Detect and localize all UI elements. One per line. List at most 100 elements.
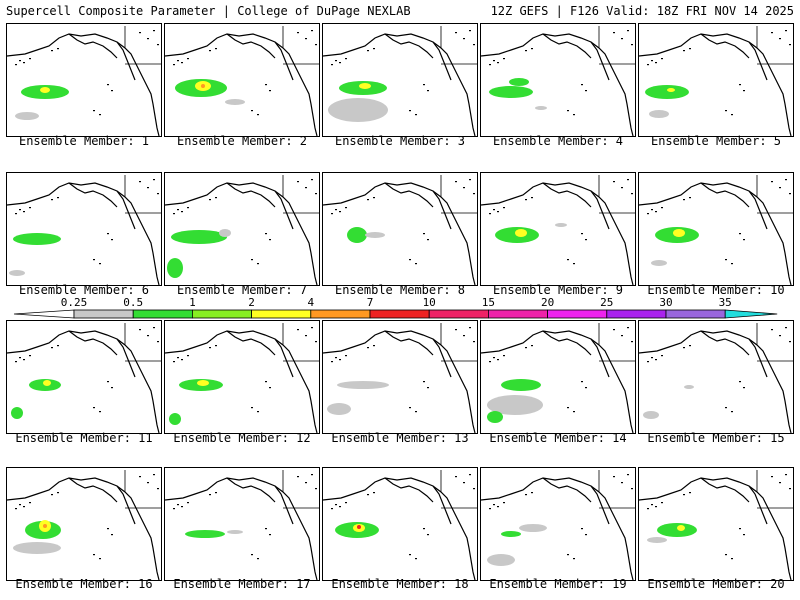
island — [111, 239, 113, 241]
scale-segment — [310, 309, 371, 319]
island — [409, 407, 411, 409]
island — [631, 341, 633, 343]
island — [725, 554, 727, 556]
header-valid-time: 12Z GEFS | F126 Valid: 18Z FRI NOV 14 20… — [490, 4, 794, 18]
island — [23, 359, 25, 361]
scp-area-green — [645, 85, 689, 99]
political-border — [440, 175, 477, 214]
scp-area-green — [185, 530, 225, 538]
coastline — [700, 33, 750, 59]
scale-tick-label: 0.25 — [60, 296, 88, 309]
island — [139, 329, 141, 331]
coastline — [68, 330, 118, 356]
color-scale-legend — [13, 309, 778, 319]
island — [187, 502, 189, 504]
scale-tick-label: 10 — [422, 296, 436, 309]
scale-segment — [73, 309, 134, 319]
island — [463, 482, 465, 484]
island — [311, 474, 313, 476]
island — [209, 199, 211, 201]
island — [173, 361, 175, 363]
scp-area-yellow — [43, 380, 51, 386]
coastline — [432, 485, 452, 525]
island — [627, 474, 629, 476]
political-border — [124, 470, 161, 509]
island — [15, 213, 17, 215]
island — [731, 411, 733, 413]
island — [427, 239, 429, 241]
scale-left-arrow — [13, 309, 75, 319]
ensemble-member-caption: Ensemble Member: 10 — [647, 283, 785, 297]
island — [335, 357, 337, 359]
island — [423, 381, 425, 383]
scp-area-yellow — [673, 229, 685, 237]
island — [489, 361, 491, 363]
scp-area-green — [501, 531, 521, 537]
coastline — [7, 33, 160, 136]
scp-area-gray — [227, 530, 243, 534]
ensemble-map-panel — [638, 467, 794, 581]
island — [503, 207, 505, 209]
island — [297, 181, 299, 183]
island — [209, 50, 211, 52]
island — [627, 179, 629, 181]
island — [23, 62, 25, 64]
island — [345, 502, 347, 504]
ensemble-member-caption: Ensemble Member: 7 — [176, 283, 308, 297]
island — [789, 341, 791, 343]
island — [427, 534, 429, 536]
ensemble-member-caption: Ensemble Member: 5 — [650, 134, 782, 148]
island — [573, 263, 575, 265]
island — [173, 64, 175, 66]
scp-area-gray — [555, 223, 567, 227]
island — [731, 558, 733, 560]
island — [373, 345, 375, 347]
island — [257, 114, 259, 116]
island — [655, 62, 657, 64]
scp-area-green — [169, 413, 181, 425]
island — [771, 181, 773, 183]
island — [15, 64, 17, 66]
island — [177, 504, 179, 506]
island — [423, 233, 425, 235]
island — [157, 488, 159, 490]
island — [613, 32, 615, 34]
island — [789, 488, 791, 490]
island — [315, 44, 317, 46]
political-border — [282, 26, 319, 65]
island — [29, 58, 31, 60]
ensemble-map — [639, 470, 793, 580]
scp-area-gray — [649, 110, 669, 118]
scp-area-gray — [328, 98, 388, 122]
island — [93, 259, 95, 261]
island — [647, 213, 649, 215]
island — [743, 534, 745, 536]
coastline — [274, 41, 294, 81]
scale-tick-label: 4 — [307, 296, 315, 309]
scale-segment — [487, 309, 548, 319]
island — [585, 534, 587, 536]
island — [269, 534, 271, 536]
scp-area-green — [347, 227, 367, 243]
island — [251, 259, 253, 261]
island — [651, 357, 653, 359]
ensemble-map — [481, 323, 635, 433]
island — [157, 44, 159, 46]
scp-area-gray — [327, 403, 351, 415]
scale-segment — [665, 309, 726, 319]
political-border — [124, 323, 161, 362]
ensemble-member-caption: Ensemble Member: 19 — [489, 577, 627, 591]
island — [567, 407, 569, 409]
island — [531, 345, 533, 347]
island — [297, 32, 299, 34]
island — [779, 38, 781, 40]
island — [779, 335, 781, 337]
ensemble-map-panel — [322, 467, 478, 581]
island — [469, 30, 471, 32]
coastline — [226, 330, 276, 356]
island — [153, 327, 155, 329]
scale-tick-label: 35 — [718, 296, 732, 309]
ensemble-map-panel — [480, 23, 636, 137]
island — [173, 213, 175, 215]
island — [29, 502, 31, 504]
